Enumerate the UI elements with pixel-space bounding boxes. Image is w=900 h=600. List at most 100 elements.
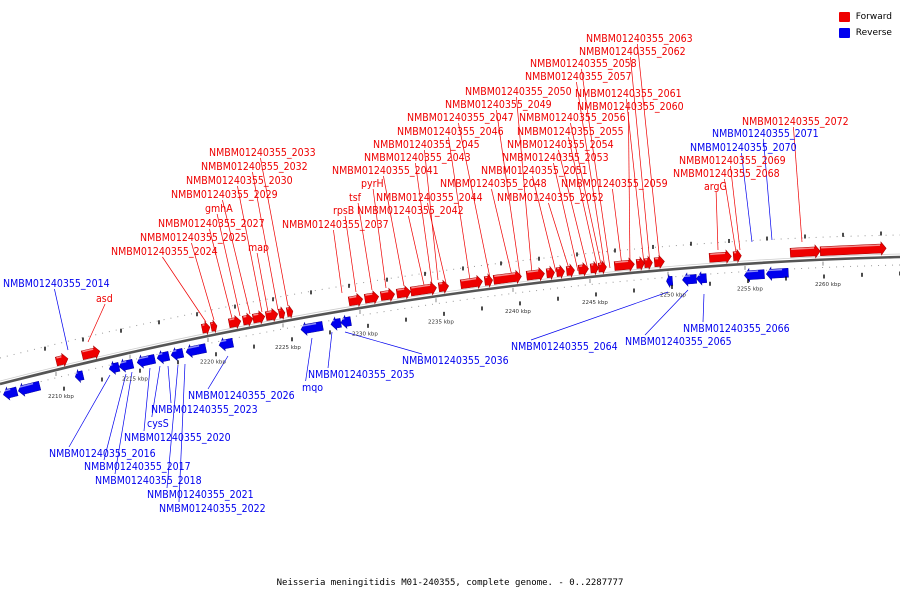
reverse-gene-arrow[interactable]	[744, 267, 765, 283]
gene-label[interactable]: NMBM01240355_2032	[201, 161, 308, 173]
gene-label[interactable]: NMBM01240355_2070	[690, 142, 797, 154]
gene-label[interactable]: NMBM01240355_2024	[111, 246, 218, 258]
leader-line	[68, 374, 111, 448]
reverse-gene-arrow[interactable]	[118, 357, 135, 373]
gene-label[interactable]: cysS	[147, 418, 169, 430]
gene-label[interactable]: NMBM01240355_2041	[332, 165, 439, 177]
gene-label[interactable]: NMBM01240355_2057	[525, 71, 632, 83]
gene-label[interactable]: NMBM01240355_2042	[357, 205, 464, 217]
leader-line	[553, 162, 579, 272]
gene-label[interactable]: NMBM01240355_2047	[407, 112, 514, 124]
gene-label[interactable]: NMBM01240355_2051	[481, 165, 588, 177]
gene-label[interactable]: NMBM01240355_2044	[376, 192, 483, 204]
gene-label[interactable]: NMBM01240355_2033	[209, 147, 316, 159]
forward-gene-arrow[interactable]	[459, 274, 484, 291]
gene-label[interactable]: NMBM01240355_2025	[140, 232, 247, 244]
gene-label[interactable]: rpsB	[333, 205, 354, 217]
forward-gene-arrow[interactable]	[525, 267, 545, 282]
scale-tick-label: 2225 kbp	[275, 345, 301, 351]
legend: Forward Reverse	[838, 9, 892, 41]
gene-label[interactable]: NMBM01240355_2069	[679, 155, 786, 167]
gene-label[interactable]: NMBM01240355_2026	[188, 390, 295, 402]
gene-label[interactable]: mqo	[302, 382, 323, 394]
gene-label[interactable]: NMBM01240355_2029	[171, 189, 278, 201]
gene-label[interactable]: NMBM01240355_2063	[586, 33, 693, 45]
reverse-gene-arrow[interactable]	[696, 271, 708, 286]
gene-label[interactable]: NMBM01240355_2052	[497, 192, 604, 204]
gene-label[interactable]: asd	[96, 293, 113, 305]
gene-label[interactable]: NMBM01240355_2054	[507, 139, 614, 151]
gene-label[interactable]: NMBM01240355_2062	[579, 46, 686, 58]
gene-arrow-sheen	[137, 355, 149, 360]
forward-gene-arrow[interactable]	[80, 345, 102, 362]
reverse-gene-arrow[interactable]	[2, 385, 19, 401]
gene-label[interactable]: NMBM01240355_2030	[186, 175, 293, 187]
gene-label[interactable]: NMBM01240355_2017	[84, 461, 191, 473]
gene-arrow-sheen	[411, 284, 431, 289]
gene-label[interactable]: NMBM01240355_2053	[502, 152, 609, 164]
gene-label[interactable]: pyrH	[361, 178, 384, 190]
reverse-gene-arrow[interactable]	[136, 352, 157, 369]
gene-label[interactable]: NMBM01240355_2014	[3, 278, 110, 290]
reverse-gene-arrow[interactable]	[156, 349, 171, 365]
gene-label[interactable]: gmhA	[205, 203, 233, 215]
gene-label[interactable]: NMBM01240355_2027	[158, 218, 265, 230]
gene-arrow-sheen	[18, 382, 34, 389]
gene-label[interactable]: NMBM01240355_2048	[440, 178, 547, 190]
gene-label[interactable]: NMBM01240355_2049	[445, 99, 552, 111]
gene-label[interactable]: tsf	[349, 192, 362, 204]
leader-line	[491, 188, 513, 277]
reverse-gene-arrow[interactable]	[74, 368, 85, 384]
gene-label[interactable]: NMBM01240355_2020	[124, 432, 231, 444]
reverse-gene-arrow[interactable]	[218, 336, 234, 352]
gene-label[interactable]: NMBM01240355_2059	[561, 178, 668, 190]
gene-label[interactable]: NMBM01240355_2021	[147, 489, 254, 501]
gene-label[interactable]: NMBM01240355_2023	[151, 404, 258, 416]
gene-label[interactable]: NMBM01240355_2055	[517, 126, 624, 138]
gene-label[interactable]: NMBM01240355_2022	[159, 503, 266, 515]
reverse-gene-arrow[interactable]	[766, 266, 789, 282]
leader-line	[516, 96, 533, 275]
forward-swatch	[838, 12, 850, 22]
reverse-gene-arrow[interactable]	[108, 360, 121, 375]
gene-label[interactable]: NMBM01240355_2045	[373, 139, 480, 151]
reverse-gene-arrow[interactable]	[17, 379, 42, 397]
gene-label[interactable]: NMBM01240355_2056	[519, 112, 626, 124]
gene-label[interactable]: NMBM01240355_2064	[511, 341, 618, 353]
gene-label[interactable]: NMBM01240355_2060	[577, 101, 684, 113]
reverse-gene-arrow[interactable]	[170, 346, 185, 362]
gene-label[interactable]: NMBM01240355_2065	[625, 336, 732, 348]
gene-label[interactable]: NMBM01240355_2036	[402, 355, 509, 367]
gene-label[interactable]: NMBM01240355_2018	[95, 475, 202, 487]
gene-label[interactable]: NMBM01240355_2072	[742, 116, 849, 128]
gene-label[interactable]: NMBM01240355_2037	[282, 219, 389, 231]
gene-label[interactable]: NMBM01240355_2016	[49, 448, 156, 460]
reverse-gene-arrow[interactable]	[682, 272, 698, 287]
gene-label[interactable]: NMBM01240355_2068	[673, 168, 780, 180]
gene-label[interactable]: map	[248, 242, 269, 254]
gene-label[interactable]: NMBM01240355_2046	[397, 126, 504, 138]
gene-label[interactable]: NMBM01240355_2035	[308, 369, 415, 381]
reverse-swatch	[838, 28, 850, 38]
gene-label[interactable]: NMBM01240355_2066	[683, 323, 790, 335]
forward-gene-arrow[interactable]	[732, 248, 742, 264]
reverse-gene-arrow[interactable]	[330, 316, 342, 331]
leader-line	[209, 228, 233, 319]
leader-line	[167, 365, 172, 404]
reverse-gene-arrow[interactable]	[300, 319, 324, 336]
gene-label[interactable]: NMBM01240355_2043	[364, 152, 471, 164]
gene-label[interactable]: NMBM01240355_2071	[712, 128, 819, 140]
gene-arrow-sheen	[56, 356, 62, 359]
forward-gene-arrow[interactable]	[789, 244, 821, 260]
leader-line	[702, 293, 705, 323]
gene-label[interactable]: argG	[704, 181, 727, 193]
map-caption: Neisseria meningitidis M01-240355, compl…	[276, 578, 624, 588]
gene-arrow-sheen	[119, 360, 127, 364]
gene-label[interactable]: NMBM01240355_2050	[465, 86, 572, 98]
reverse-gene-arrow[interactable]	[185, 342, 207, 359]
leader-line	[427, 202, 447, 284]
leader-line	[424, 149, 439, 281]
forward-gene-arrow[interactable]	[643, 255, 653, 271]
gene-label[interactable]: NMBM01240355_2061	[575, 88, 682, 100]
gene-label[interactable]: NMBM01240355_2058	[530, 58, 637, 70]
